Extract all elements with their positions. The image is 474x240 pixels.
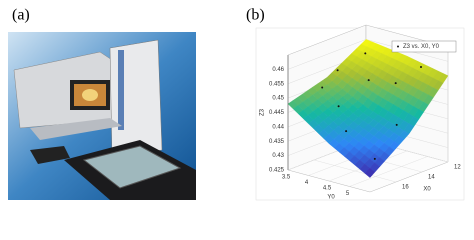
grid-line (313, 159, 397, 183)
z-tick-label: 0.43 (272, 153, 284, 159)
x-axis-label: X0 (423, 187, 431, 193)
y-tick-label: 4 (305, 180, 309, 186)
page: (a) (b) 0.425 0.43 0.435 0.44 0.445 0.45 0.455… (8, 6, 465, 201)
data-point (345, 130, 348, 133)
z-tick-label: 0.425 (269, 168, 285, 174)
data-point (394, 82, 397, 85)
figure: (a) (b) 0.425 0.43 0.435 0.44 0.445 0.45 0.455… (8, 7, 465, 201)
panel-label: (a) (12, 7, 30, 24)
z-tick-label: 0.455 (269, 81, 285, 87)
y-tick-label: 5 (346, 191, 350, 197)
legend-box (391, 40, 457, 53)
legend-label: Z3 vs. X0, Y0 (403, 44, 440, 50)
y-tick-label: 3.5 (282, 175, 291, 181)
legend-marker (397, 45, 399, 48)
data-point (321, 86, 324, 89)
surface-patch (364, 167, 376, 178)
surface-cell (367, 55, 449, 135)
x-tick-label: 16 (402, 185, 409, 191)
z-tick-label: 0.44 (272, 124, 284, 130)
y-axis-label: Y0 (327, 195, 335, 201)
data-point (395, 123, 398, 126)
panel-label: (b) (246, 7, 265, 24)
data-point (367, 79, 370, 82)
data-point (337, 105, 340, 108)
photo (8, 32, 196, 200)
z-tick-label: 0.46 (272, 67, 284, 73)
data-point (373, 157, 376, 160)
grid-line (349, 156, 428, 187)
x-tick-label: 12 (454, 165, 461, 171)
z-tick-label: 0.45 (272, 96, 284, 102)
surface-plot: 0.425 0.43 0.435 0.44 0.445 0.45 0.455 0.46 3.5 4… (260, 24, 461, 201)
data-point (336, 69, 339, 72)
z-tick-label: 0.445 (269, 110, 285, 116)
z-tick-label: 0.435 (269, 139, 285, 145)
data-point (420, 66, 422, 68)
z-axis-label: Z3 (260, 108, 266, 116)
surface-cell (287, 77, 369, 144)
surface-cell (328, 108, 410, 178)
x-tick-label: 14 (428, 175, 435, 181)
data-point (364, 52, 367, 55)
y-tick-label: 4.5 (323, 186, 332, 192)
